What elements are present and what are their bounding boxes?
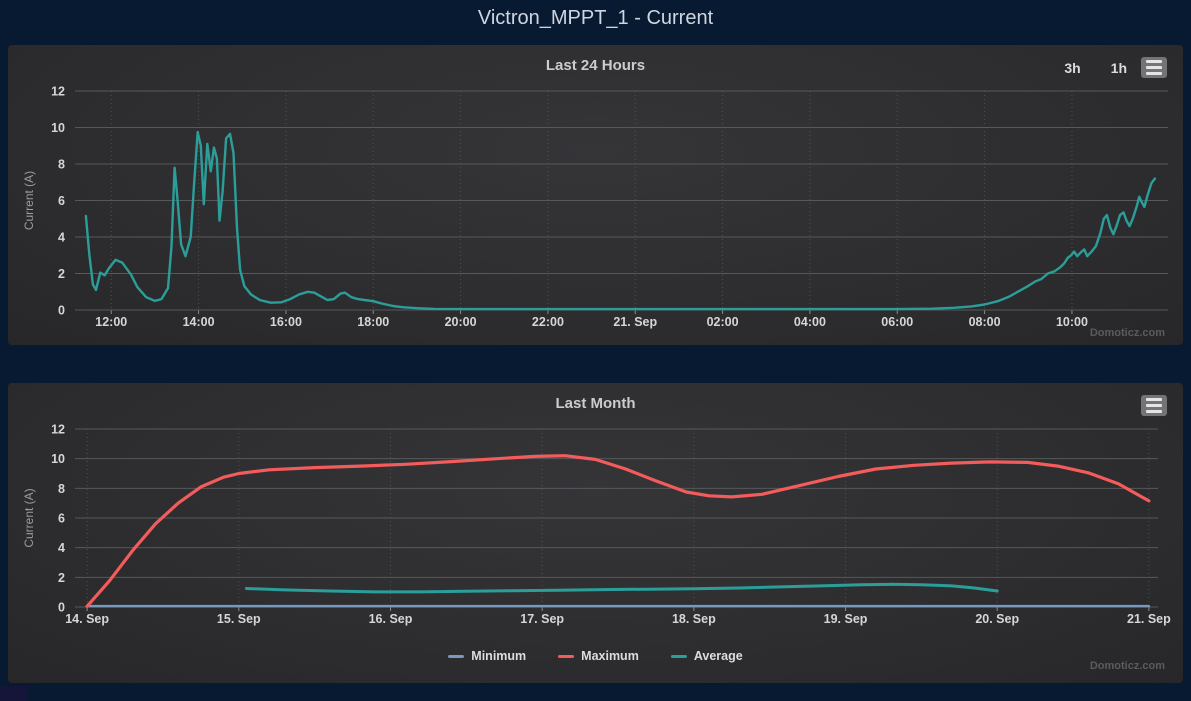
legend-item-maximum[interactable]: Maximum <box>558 649 639 663</box>
svg-text:08:00: 08:00 <box>969 315 1001 329</box>
legend-label: Average <box>693 649 743 663</box>
range-buttons: 3h 1h <box>1064 60 1127 76</box>
svg-text:8: 8 <box>58 482 65 496</box>
chart-panel-last-month: 14. Sep 15. Sep 16. Sep 17. Sep 18. Sep 19. S… <box>8 383 1183 683</box>
menu-icon <box>1146 72 1162 75</box>
menu-icon <box>1146 66 1162 69</box>
domoticz-watermark: Domoticz.com <box>1089 660 1165 672</box>
svg-text:21. Sep: 21. Sep <box>613 315 657 329</box>
legend-label: Minimum <box>471 649 527 663</box>
svg-text:16. Sep: 16. Sep <box>369 612 413 626</box>
menu-icon <box>1146 410 1162 413</box>
svg-text:22:00: 22:00 <box>532 315 564 329</box>
svg-text:10:00: 10:00 <box>1056 315 1088 329</box>
svg-text:20. Sep: 20. Sep <box>975 612 1019 626</box>
legend-swatch-icon <box>670 654 687 658</box>
svg-text:06:00: 06:00 <box>881 315 913 329</box>
chart-legend: Minimum Maximum Average <box>8 649 1183 663</box>
svg-text:19. Sep: 19. Sep <box>824 612 868 626</box>
svg-text:4: 4 <box>58 541 65 555</box>
svg-text:10: 10 <box>51 452 65 466</box>
svg-text:2: 2 <box>58 571 65 585</box>
last-24-hours-chart: 12:00 14:00 16:00 18:00 20:00 22:00 21. Sep 02:… <box>22 85 1168 329</box>
range-button-3h[interactable]: 3h <box>1064 60 1081 76</box>
page-title: Victron_MPPT_1 - Current <box>477 7 714 29</box>
svg-text:Current (A): Current (A) <box>22 488 36 547</box>
svg-text:16:00: 16:00 <box>270 315 302 329</box>
legend-item-minimum[interactable]: Minimum <box>448 649 526 663</box>
svg-text:6: 6 <box>58 512 65 526</box>
svg-text:10: 10 <box>51 121 65 135</box>
svg-text:8: 8 <box>58 158 65 172</box>
menu-icon <box>1146 60 1162 63</box>
menu-icon <box>1146 398 1162 401</box>
svg-text:20:00: 20:00 <box>445 315 477 329</box>
range-button-1h[interactable]: 1h <box>1110 60 1127 76</box>
svg-text:14. Sep: 14. Sep <box>65 612 109 626</box>
svg-text:21. Sep: 21. Sep <box>1127 612 1171 626</box>
domoticz-watermark: Domoticz.com <box>1089 327 1165 339</box>
legend-label: Maximum <box>581 649 639 663</box>
chart-title-last-month: Last Month <box>555 395 636 412</box>
svg-text:Current (A): Current (A) <box>22 171 36 230</box>
corner-decoration <box>0 686 28 701</box>
legend-swatch-icon <box>448 654 465 658</box>
svg-text:12:00: 12:00 <box>95 315 127 329</box>
svg-text:18:00: 18:00 <box>357 315 389 329</box>
chart-menu-button[interactable] <box>1141 57 1167 78</box>
legend-item-average[interactable]: Average <box>670 649 743 663</box>
chart-title-last-24-hours: Last 24 Hours <box>545 57 646 74</box>
svg-text:18. Sep: 18. Sep <box>672 612 716 626</box>
svg-text:0: 0 <box>58 304 65 318</box>
svg-text:17. Sep: 17. Sep <box>520 612 564 626</box>
svg-text:0: 0 <box>58 601 65 615</box>
svg-text:6: 6 <box>58 194 65 208</box>
svg-text:14:00: 14:00 <box>183 315 215 329</box>
svg-text:2: 2 <box>58 267 65 281</box>
svg-text:04:00: 04:00 <box>794 315 826 329</box>
svg-text:15. Sep: 15. Sep <box>217 612 261 626</box>
svg-text:02:00: 02:00 <box>707 315 739 329</box>
svg-text:4: 4 <box>58 231 65 245</box>
chart-menu-button[interactable] <box>1141 395 1167 416</box>
last-month-chart: 14. Sep 15. Sep 16. Sep 17. Sep 18. Sep 19. S… <box>22 423 1171 627</box>
legend-swatch-icon <box>558 654 575 658</box>
svg-text:12: 12 <box>51 85 65 99</box>
chart-panel-last-24-hours: 12:00 14:00 16:00 18:00 20:00 22:00 21. Sep 02:… <box>8 45 1183 345</box>
menu-icon <box>1146 404 1162 407</box>
svg-text:12: 12 <box>51 423 65 437</box>
